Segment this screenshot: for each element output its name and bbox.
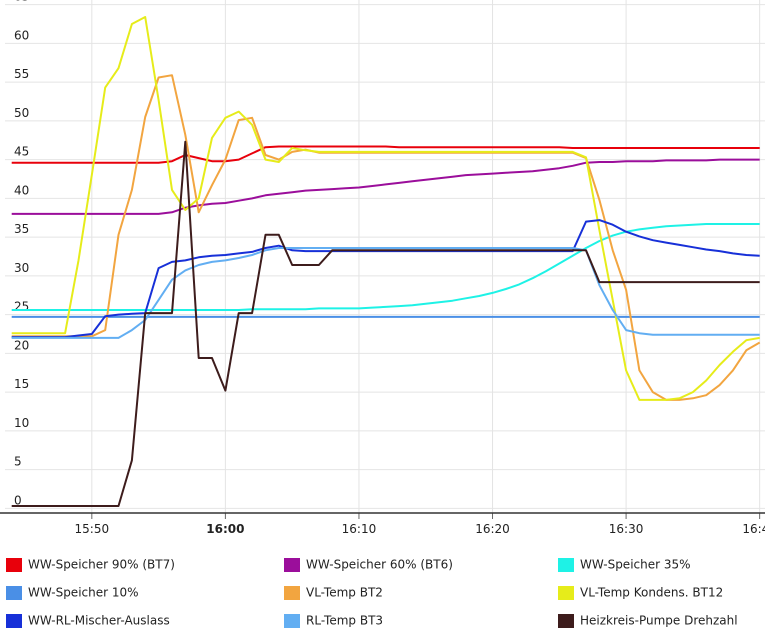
y-tick-label: 15 [14,377,29,391]
line-series [11,16,760,401]
line-series [11,247,760,339]
legend-label: VL-Temp BT2 [306,586,383,600]
legend-swatch [6,558,22,572]
legend-label: WW-Speicher 10% [28,586,139,600]
legend-swatch [284,558,300,572]
legend-swatch [558,586,574,600]
legend-swatch [284,614,300,628]
legend-swatch [558,614,574,628]
y-tick-label: 50 [14,106,29,120]
legend-label: WW-Speicher 60% (BT6) [306,558,453,572]
legend-swatch [284,586,300,600]
y-tick-label: 55 [14,67,29,81]
legend-label: WW-Speicher 35% [580,558,691,572]
y-tick-label: 20 [14,338,29,352]
line-series [11,223,760,311]
y-tick-label: 40 [14,183,29,197]
legend-label: Heizkreis-Pumpe Drehzahl [580,614,738,628]
x-tick-label: 15:50 [75,522,110,536]
legend-label: WW-Speicher 90% (BT7) [28,558,175,572]
y-tick-label: 60 [14,28,29,42]
y-tick-label: 35 [14,222,29,236]
y-tick-label: 10 [14,416,29,430]
y-tick-label: 65 [14,0,29,4]
y-tick-label: 30 [14,261,29,275]
line-series [11,140,760,507]
x-tick-label: 16:10 [342,522,377,536]
legend-label: RL-Temp BT3 [306,614,383,628]
x-tick-label: 16:00 [206,522,244,536]
x-tick-label: 16:20 [475,522,510,536]
y-tick-label: 0 [14,493,22,507]
y-tick-label: 25 [14,300,29,314]
y-tick-label: 5 [14,455,22,469]
x-tick-label: 16:40 [742,522,765,536]
legend-label: VL-Temp Kondens. BT12 [580,586,723,600]
line-series [11,219,760,339]
legend-label: WW-RL-Mischer-Auslass [28,614,170,628]
legend-swatch [558,558,574,572]
x-tick-label: 16:30 [609,522,644,536]
legend-swatch [6,614,22,628]
legend-swatch [6,586,22,600]
y-tick-label: 45 [14,145,29,159]
line-series [11,158,760,215]
